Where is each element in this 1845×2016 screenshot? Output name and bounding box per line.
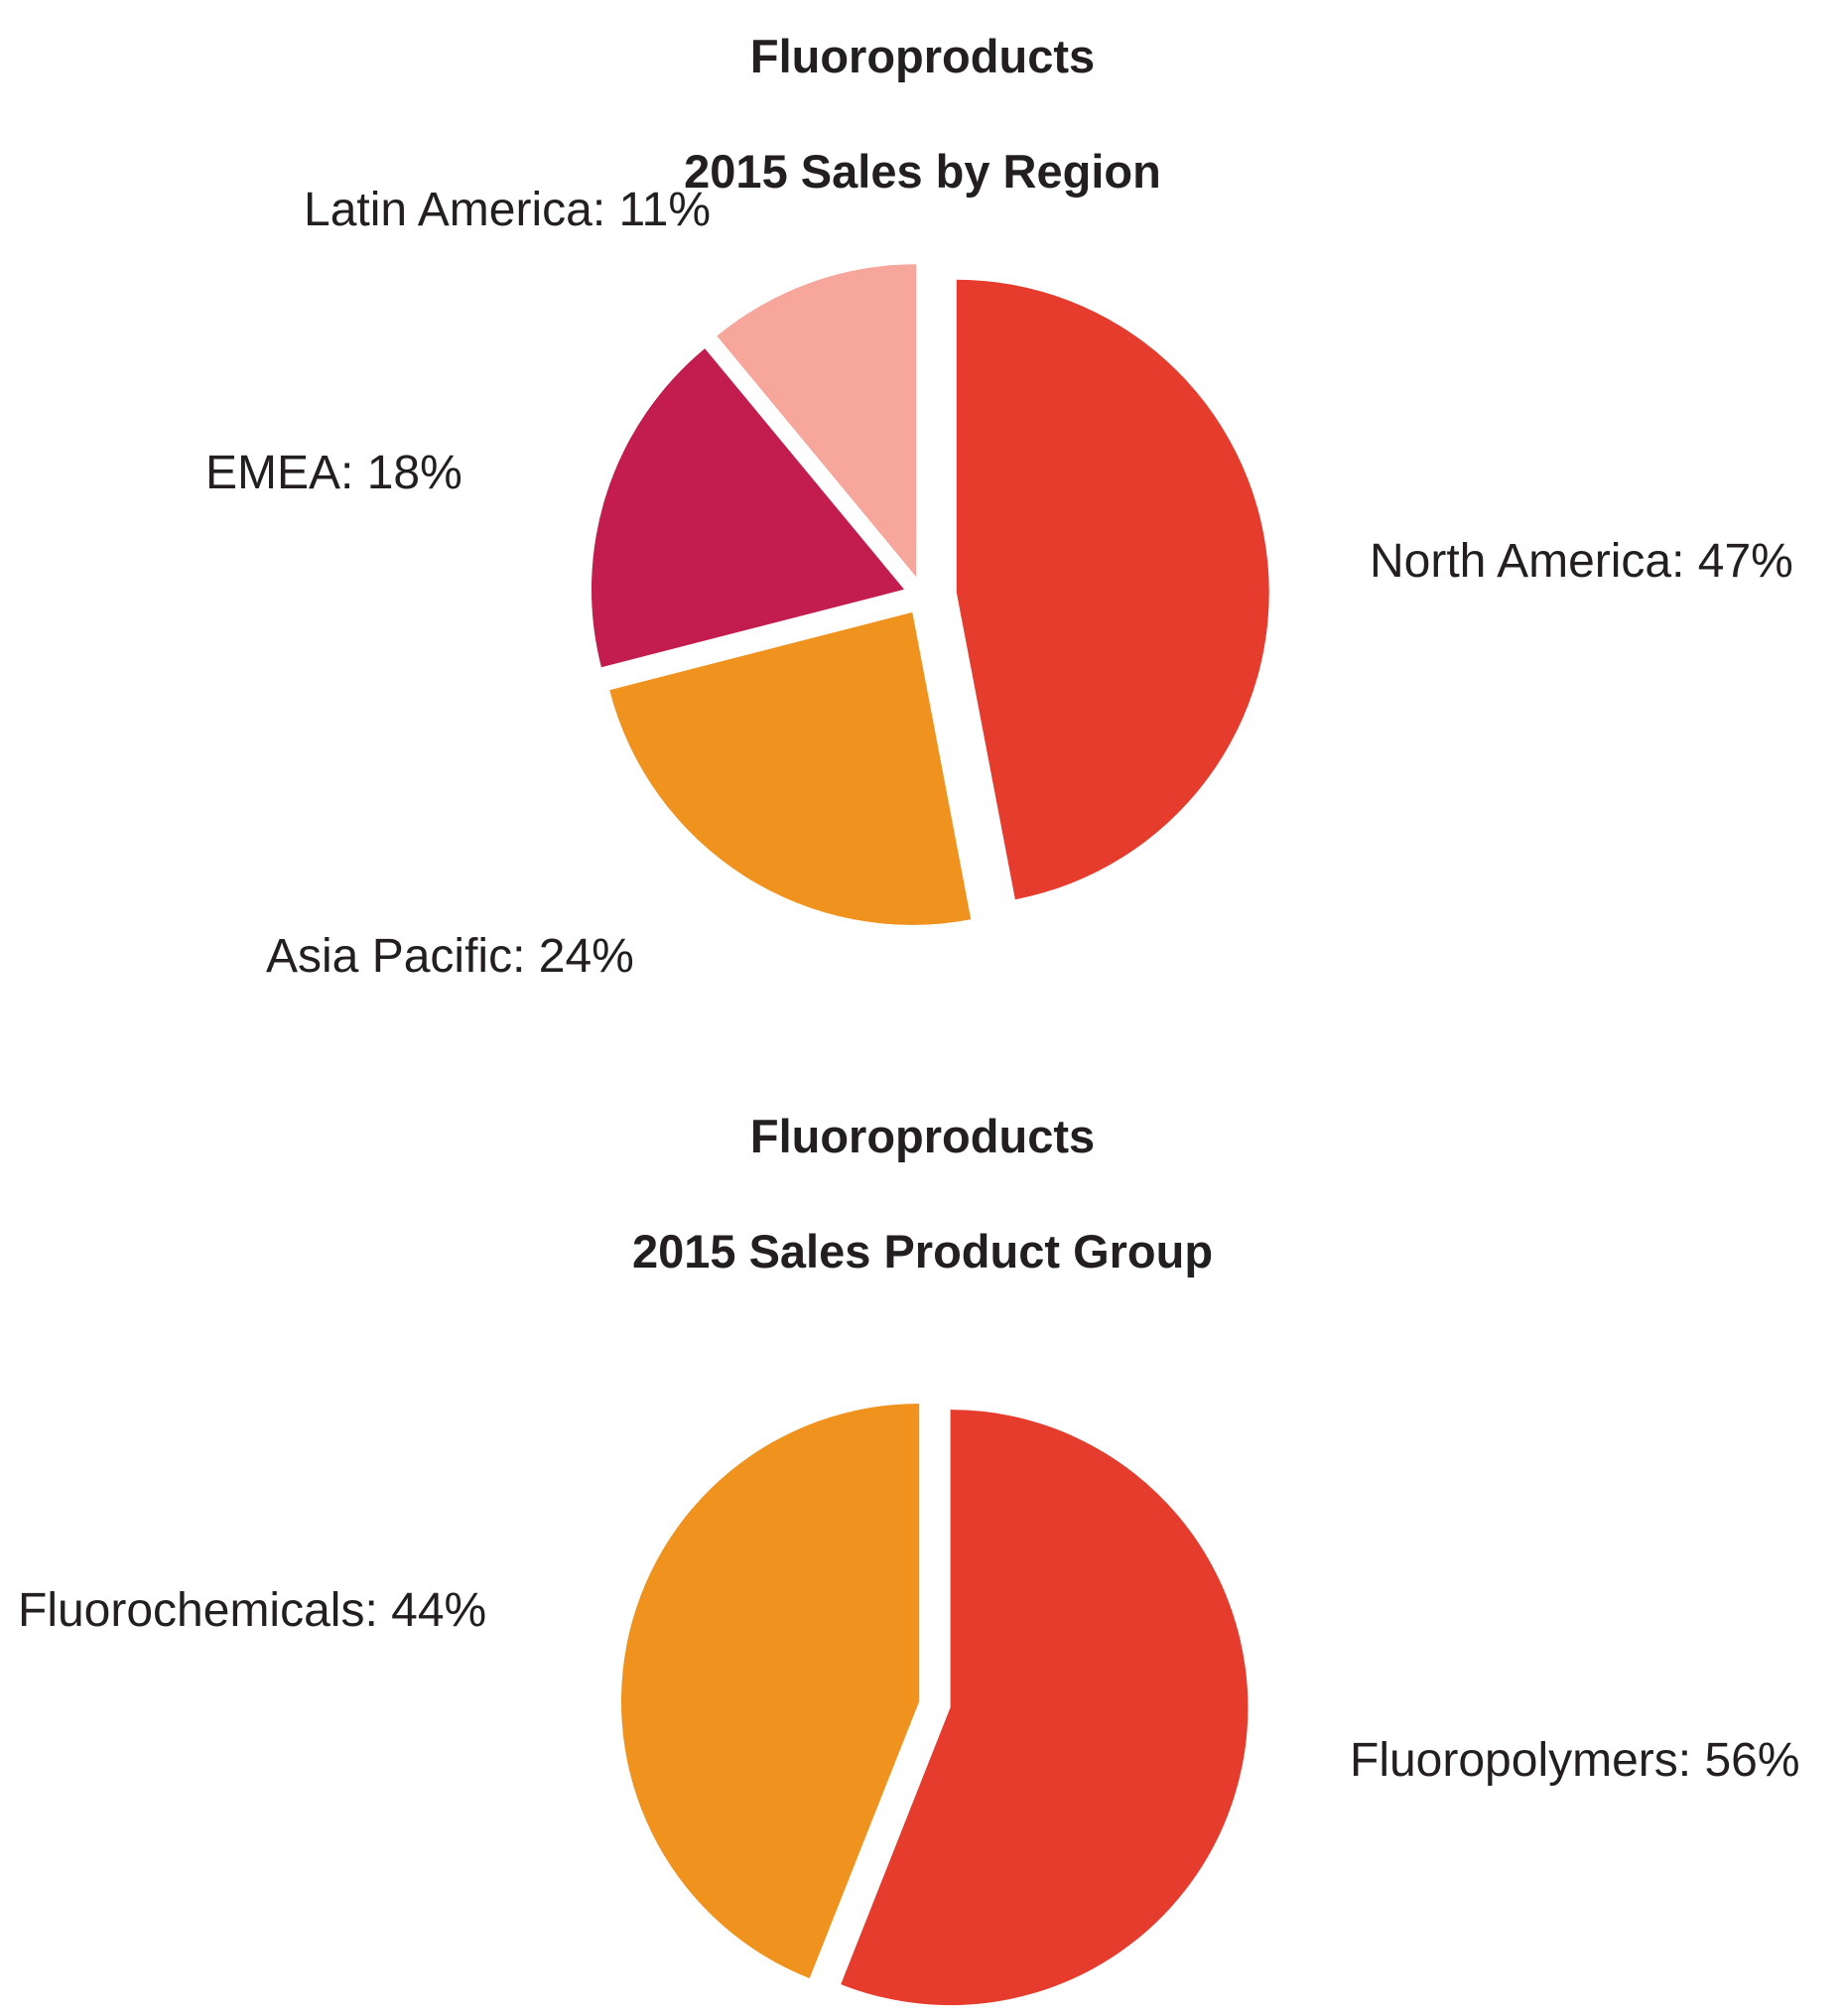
- slice-label-latin-america: Latin America: 11%: [304, 184, 711, 236]
- slice-label-north-america: North America: 47%: [1370, 535, 1793, 588]
- slice-label-asia-pacific: Asia Pacific: 24%: [266, 930, 634, 983]
- chart-title-region-line2: 2015 Sales by Region: [684, 145, 1161, 198]
- slice-label-emea: EMEA: 18%: [205, 447, 462, 499]
- chart-title-product-group-line1: Fluoroproducts: [749, 1110, 1096, 1162]
- chart-title-region-line1: Fluoroproducts: [749, 30, 1096, 82]
- pie-slice-north-america: [956, 279, 1269, 900]
- pie-product-group: [620, 1404, 1249, 2006]
- slice-label-fluorochemicals: Fluorochemicals: 44%: [18, 1584, 487, 1637]
- chart-title-product-group: Fluoroproducts 2015 Sales Product Group: [0, 1108, 1845, 1280]
- chart-title-region: Fluoroproducts 2015 Sales by Region: [0, 28, 1845, 201]
- pie-slice-asia-pacific: [609, 611, 972, 925]
- pie-slice-emea: [591, 348, 904, 668]
- slice-label-fluoropolymers: Fluoropolymers: 56%: [1350, 1734, 1800, 1787]
- pie-region: [591, 264, 1269, 925]
- pie-slice-fluorochemicals: [620, 1404, 920, 1979]
- pie-slice-fluoropolymers: [841, 1410, 1249, 2006]
- chart-title-product-group-line2: 2015 Sales Product Group: [631, 1225, 1214, 1277]
- pie-slice-latin-america: [717, 264, 917, 578]
